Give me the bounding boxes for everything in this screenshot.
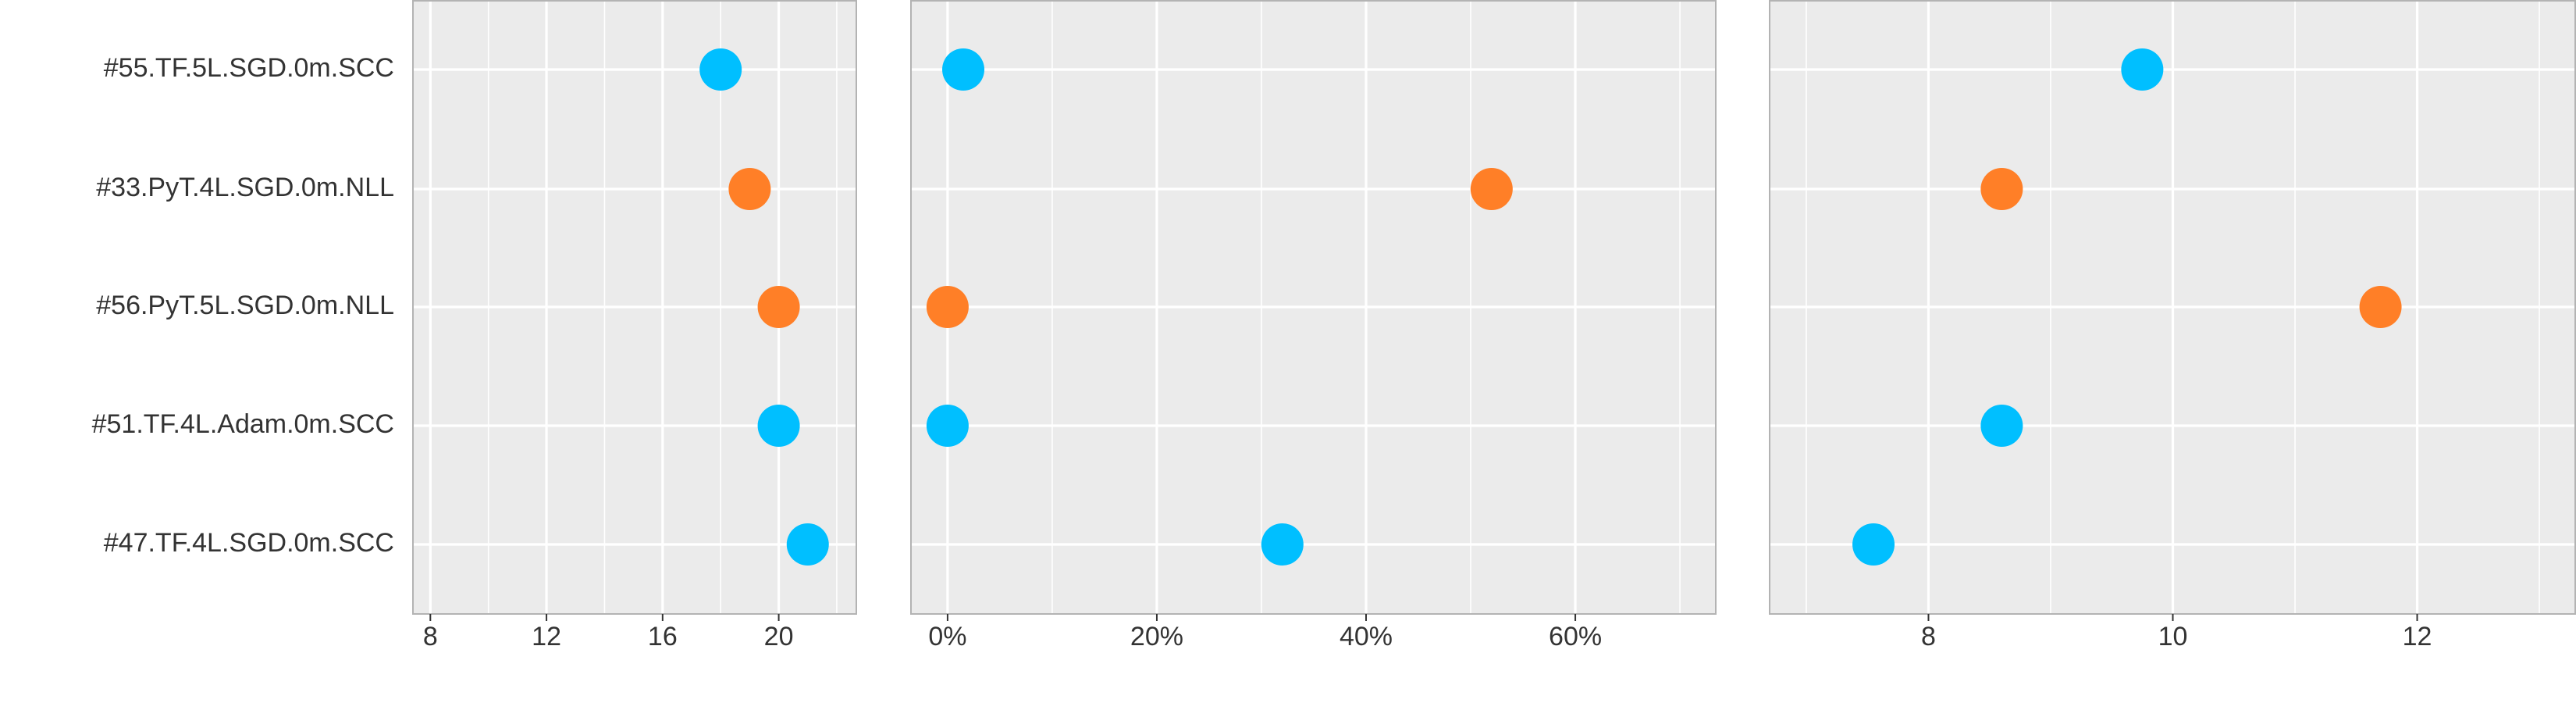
x-tick-label: 40% — [1340, 622, 1393, 651]
category-label: #47.TF.4L.SGD.0m.SCC — [104, 528, 394, 558]
panel-1: 8 12 16 20 — [412, 0, 857, 651]
data-point — [1261, 523, 1304, 566]
x-tick-label: 16 — [648, 622, 678, 651]
data-point — [1980, 168, 2023, 210]
data-point — [757, 286, 800, 328]
panel-2: 0% 20% 40% 60% — [910, 0, 1717, 651]
x-tick-label: 8 — [1921, 622, 1936, 651]
data-point — [728, 168, 771, 210]
category-label: #33.PyT.4L.SGD.0m.NLL — [96, 173, 394, 202]
data-point — [2121, 48, 2164, 91]
category-label: #55.TF.5L.SGD.0m.SCC — [104, 53, 394, 83]
x-tick-label: 10 — [2158, 622, 2188, 651]
x-tick-label: 20 — [764, 622, 794, 651]
x-tick-label: 12 — [532, 622, 561, 651]
x-tick-label: 20% — [1130, 622, 1183, 651]
data-point — [942, 48, 985, 91]
x-tick-label: 0% — [928, 622, 966, 651]
data-point — [699, 48, 742, 91]
category-label: #51.TF.4L.Adam.0m.SCC — [92, 409, 394, 439]
category-label: #56.PyT.5L.SGD.0m.NLL — [96, 291, 394, 320]
x-tick-label: 8 — [423, 622, 438, 651]
data-point — [926, 405, 969, 447]
data-point — [786, 523, 829, 566]
data-point — [1980, 405, 2023, 447]
x-tick-label: 60% — [1549, 622, 1602, 651]
x-tick-label: 12 — [2403, 622, 2432, 651]
data-point — [1470, 168, 1513, 210]
panel-3: 8 10 12 — [1769, 0, 2576, 651]
data-point — [2359, 286, 2402, 328]
data-point — [926, 286, 969, 328]
data-point — [757, 405, 800, 447]
data-point — [1852, 523, 1895, 566]
